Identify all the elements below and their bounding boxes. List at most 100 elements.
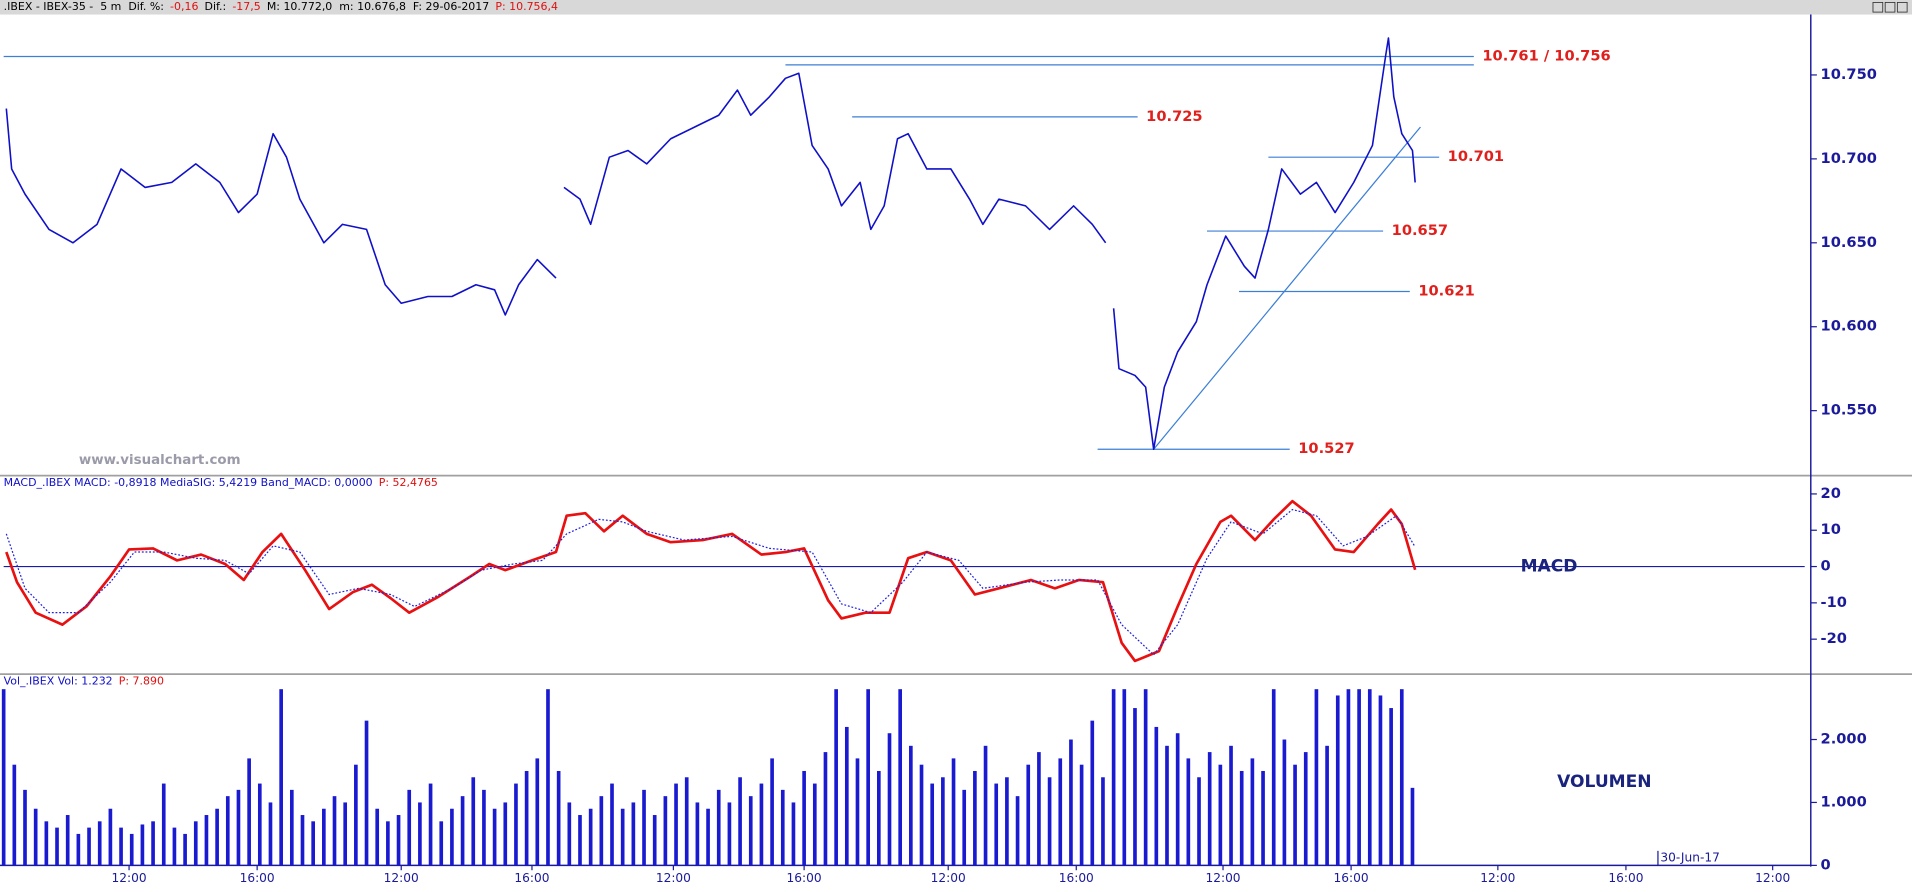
series-line — [5, 37, 1416, 451]
level-label: 10.761 / 10.756 — [1482, 48, 1610, 65]
volume-bar — [172, 827, 177, 866]
y-tick-label: 0 — [1821, 558, 1831, 575]
volume-bar — [1069, 739, 1073, 866]
x-tick-label: 16:00 — [514, 871, 549, 885]
volume-bar — [1303, 752, 1308, 866]
y-tick-label: 10.550 — [1821, 402, 1877, 419]
x-tick-label: 12:00 — [656, 871, 691, 885]
volume-bar — [1314, 689, 1319, 866]
volume-bar — [407, 789, 412, 866]
maximize-button[interactable] — [1884, 1, 1896, 13]
volume-bar — [951, 758, 956, 866]
minimize-button[interactable] — [1872, 1, 1884, 13]
volume-bar — [983, 745, 988, 866]
y-tick-label: 1.000 — [1821, 793, 1867, 810]
x-tick-label: 16:00 — [240, 871, 275, 885]
x-tick-label: 12:00 — [931, 871, 966, 885]
volume-bar — [450, 808, 454, 866]
volume-bar — [418, 802, 422, 866]
volume-bar — [642, 789, 646, 866]
volume-bar — [23, 789, 27, 866]
volume-bar — [1101, 777, 1105, 866]
volume-bar — [738, 777, 742, 866]
panel-header: MACD_.IBEX MACD: -0,8918 MediaSIG: 5,421… — [4, 476, 438, 489]
volume-bar — [215, 808, 219, 866]
volume-bar — [620, 808, 625, 866]
volume-bar — [610, 783, 614, 866]
x-tick-label: 16:00 — [787, 871, 822, 885]
volume-bar — [364, 720, 369, 866]
header-field: P: 10.756,4 — [495, 0, 558, 13]
x-tick-label: 12:00 — [112, 871, 147, 885]
level-label: 10.621 — [1418, 283, 1474, 300]
volume-bar — [1239, 770, 1244, 866]
y-tick-label: 10 — [1821, 521, 1841, 538]
volume-bar — [973, 770, 977, 866]
volume-bar — [876, 770, 881, 866]
volume-bar — [354, 764, 358, 866]
volume-bar — [524, 770, 529, 866]
volume-bar — [76, 833, 81, 866]
volume-bar — [161, 783, 166, 866]
header-field: Dif.: — [205, 0, 227, 13]
y-tick-label: 2.000 — [1821, 731, 1867, 748]
volume-bar — [1015, 796, 1020, 866]
window-buttons[interactable] — [1872, 1, 1908, 13]
volume-bar — [1047, 777, 1052, 866]
volume-bar — [919, 764, 924, 866]
volume-bar — [898, 689, 903, 866]
volume-bar — [1197, 777, 1201, 866]
volume-bar — [428, 783, 433, 866]
volume-bar — [386, 821, 390, 866]
header-field: MACD_.IBEX MACD: -0,8918 MediaSIG: 5,421… — [4, 476, 373, 489]
volume-bar — [855, 758, 860, 866]
volume-bar — [343, 802, 348, 866]
volume-bar — [748, 796, 753, 866]
volume-bar — [471, 777, 476, 866]
volume-bar — [695, 802, 700, 866]
volume-bar — [55, 827, 59, 866]
volume-bar — [1399, 689, 1404, 866]
volume-bar — [396, 815, 401, 866]
volume-bar — [1410, 787, 1415, 866]
volume-bar — [482, 789, 486, 866]
volume-bar — [311, 821, 315, 866]
volume-bar — [268, 802, 273, 866]
series-line — [5, 508, 1416, 656]
volume-bar — [578, 815, 582, 866]
panel-header: Vol_.IBEX Vol: 1.232 P: 7.890 — [4, 674, 164, 687]
volume-bar — [759, 783, 764, 866]
volume-bar — [1058, 758, 1063, 866]
date-tick-label: 30-Jun-17 — [1660, 851, 1719, 865]
volume-bar — [1090, 720, 1095, 866]
volume-bar — [87, 827, 91, 866]
panel-label: MACD — [1521, 556, 1578, 576]
x-tick-label: 16:00 — [1059, 871, 1094, 885]
close-button[interactable] — [1896, 1, 1908, 13]
volume-bar — [823, 752, 828, 866]
volume-bar — [631, 802, 636, 866]
volume-bar — [193, 821, 198, 866]
trend-line — [1153, 126, 1421, 450]
volume-bar — [887, 733, 892, 866]
volume-bar — [866, 689, 870, 866]
volume-bar — [716, 789, 721, 866]
y-tick-label: -10 — [1821, 594, 1847, 611]
volume-bar — [962, 789, 967, 866]
volume-bar — [1005, 777, 1009, 866]
level-label: 10.701 — [1448, 148, 1504, 165]
volume-bar — [727, 802, 732, 866]
volume-bar — [322, 808, 326, 866]
volume-bar — [941, 777, 945, 866]
volume-bar — [1037, 752, 1041, 866]
y-tick-label: 0 — [1821, 856, 1831, 873]
volume-bar — [844, 726, 849, 866]
volume-bar — [332, 796, 337, 866]
volume-bar — [770, 758, 774, 866]
volume-bar — [108, 808, 113, 866]
volume-bar — [1186, 758, 1191, 866]
volume-bar — [225, 796, 230, 866]
volume-bar — [930, 783, 935, 866]
panel-label: VOLUMEN — [1557, 772, 1651, 792]
volume-bar — [492, 808, 497, 866]
